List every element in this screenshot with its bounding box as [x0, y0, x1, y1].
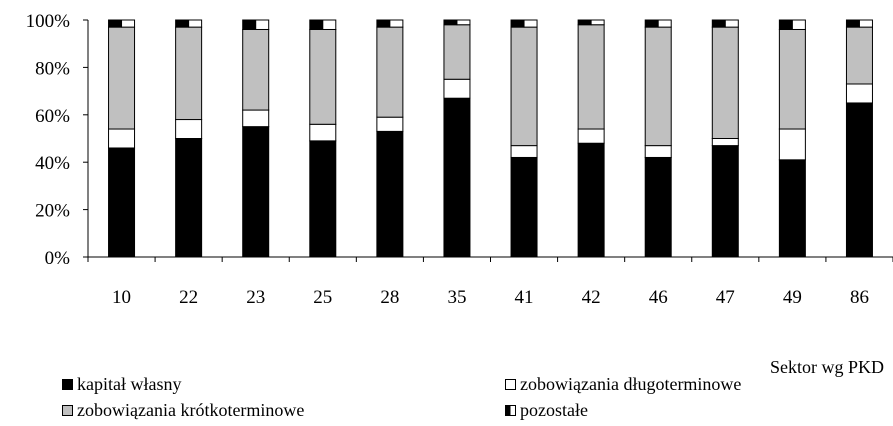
- bar-segment-0: [108, 147, 136, 258]
- bar-segment-1: [845, 83, 873, 104]
- x-tick-label: 47: [716, 287, 735, 308]
- bar-segment-2: [644, 26, 672, 147]
- bar-segment-1: [108, 128, 136, 149]
- bar-segment-2: [108, 26, 136, 130]
- bar-segment-2: [778, 28, 806, 130]
- legend-item-kapital-wlasny: kapitał własny: [62, 374, 181, 395]
- bar-segment-pozostale: [791, 19, 806, 30]
- x-tick-label: 22: [179, 287, 198, 308]
- y-tick-label: 80%: [35, 58, 70, 79]
- x-axis-label: Sektor wg PKD: [770, 357, 885, 377]
- bar-segment-1: [309, 123, 337, 142]
- bar-segment-1: [443, 78, 471, 99]
- x-tick-label: 35: [447, 287, 466, 308]
- bar-segment-0: [644, 156, 672, 258]
- bar-segment-2: [175, 26, 203, 121]
- bar-segment-2: [845, 26, 873, 85]
- legend-swatch-kapital-wlasny: [62, 379, 73, 390]
- bar-segment-pozostale: [175, 19, 190, 28]
- bar-segment-2: [510, 26, 538, 147]
- bar-segment-pozostale: [845, 19, 860, 28]
- bar-segment-pozostale: [108, 19, 123, 28]
- bar-segment-pozostale: [644, 19, 659, 28]
- bar-segment-0: [845, 102, 873, 258]
- legend-item-pozostale: pozostałe: [505, 400, 588, 421]
- bar-segment-pozostale: [376, 19, 391, 28]
- y-tick-label: 100%: [26, 11, 71, 32]
- x-tick-label: 10: [112, 287, 131, 308]
- bar-segment-pozostale: [255, 19, 270, 30]
- y-tick-label: 0%: [45, 248, 71, 269]
- bar-segment-pozostale: [657, 19, 672, 28]
- bar-segment-pozostale: [778, 19, 793, 30]
- bar-segment-0: [778, 159, 806, 258]
- x-tick-label: 28: [380, 287, 399, 308]
- bar-segment-pozostale: [711, 19, 726, 28]
- bar-segment-2: [242, 28, 270, 111]
- x-tick-label: 46: [649, 287, 668, 308]
- x-tick-label: 86: [850, 287, 869, 308]
- bar-segment-pozostale: [456, 19, 471, 26]
- legend-swatch-pozostale: [505, 405, 516, 416]
- bar-segment-2: [376, 26, 404, 118]
- legend-swatch-zobowiazania-krotkoterminowe: [62, 405, 73, 416]
- x-tick-label: 23: [246, 287, 265, 308]
- x-tick-label: 25: [313, 287, 332, 308]
- legend-item-zobowiazania-dlugoterminowe: zobowiązania długoterminowe: [505, 374, 741, 395]
- bar-segment-pozostale: [724, 19, 739, 28]
- bar-segment-1: [711, 138, 739, 147]
- bar-segment-0: [577, 142, 605, 258]
- bar-segment-pozostale: [188, 19, 203, 28]
- bar-segment-pozostale: [510, 19, 525, 28]
- bar-segment-pozostale: [858, 19, 873, 28]
- bar-segment-pozostale: [242, 19, 257, 30]
- bar-segment-1: [644, 145, 672, 158]
- legend-label-kapital-wlasny: kapitał własny: [77, 374, 182, 394]
- bar-segment-1: [778, 128, 806, 161]
- x-tick-label: 42: [582, 287, 601, 308]
- legend-label-zobowiazania-krotkoterminowe: zobowiązania krótkoterminowe: [77, 400, 305, 420]
- x-tick-label: 49: [783, 287, 802, 308]
- legend-item-zobowiazania-krotkoterminowe: zobowiązania krótkoterminowe: [62, 400, 304, 421]
- bar-segment-2: [443, 24, 471, 80]
- bar-segment-0: [510, 156, 538, 258]
- bar-segment-pozostale: [389, 19, 404, 28]
- bar-segment-0: [309, 140, 337, 258]
- bar-segment-0: [711, 145, 739, 258]
- bar-segment-0: [242, 126, 270, 258]
- bar-segment-1: [577, 128, 605, 144]
- bar-segment-2: [577, 24, 605, 130]
- bar-segment-2: [711, 26, 739, 139]
- legend-swatch-zobowiazania-dlugoterminowe: [505, 379, 516, 390]
- bar-segment-pozostale: [121, 19, 136, 28]
- bar-segment-1: [242, 109, 270, 128]
- legend-label-pozostale: pozostałe: [520, 400, 588, 420]
- bar-segment-2: [309, 28, 337, 125]
- y-tick-label: 60%: [35, 106, 70, 127]
- legend-label-zobowiazania-dlugoterminowe: zobowiązania długoterminowe: [520, 374, 742, 394]
- bar-segment-1: [175, 119, 203, 139]
- bar-segment-pozostale: [443, 19, 458, 26]
- x-tick-label: 41: [515, 287, 534, 308]
- bar-segment-pozostale: [309, 19, 324, 30]
- bar-segment-pozostale: [577, 19, 592, 26]
- bar-segment-pozostale: [322, 19, 337, 30]
- bar-segment-0: [443, 97, 471, 258]
- bar-segment-pozostale: [590, 19, 605, 26]
- bar-segment-0: [175, 138, 203, 258]
- y-tick-label: 20%: [35, 201, 70, 222]
- bar-segment-pozostale: [523, 19, 538, 28]
- y-tick-label: 40%: [35, 153, 70, 174]
- bar-segment-1: [376, 116, 404, 132]
- bar-segment-0: [376, 130, 404, 258]
- bar-segment-1: [510, 145, 538, 158]
